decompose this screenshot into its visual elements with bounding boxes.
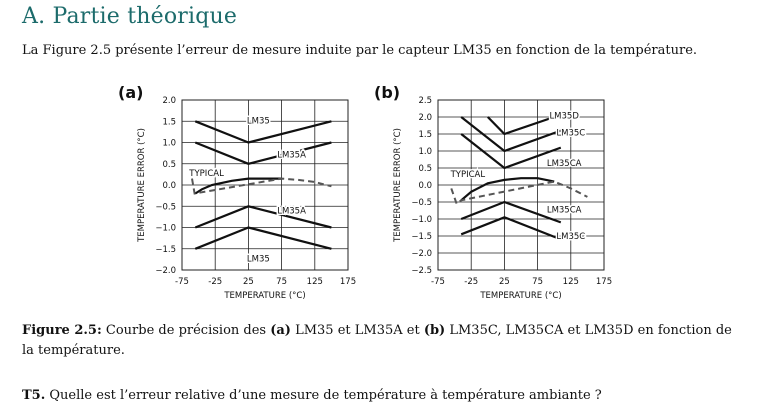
y-tick-label: 2.0 (418, 113, 432, 123)
y-tick-label: 1.0 (418, 147, 432, 157)
x-tick-label: -75 (175, 277, 189, 287)
x-tick-label: 175 (596, 277, 612, 287)
x-tick-label: 175 (340, 277, 356, 287)
series-annotation: LM35C (556, 128, 585, 138)
chart-a: (a) -75 -25 25 75 125 175 −2.0 −1.5 −1.0 −0.5 0.0 0.… (118, 84, 378, 304)
y-tick-label: 1.0 (162, 139, 176, 149)
chart-svg: (a) -75 -25 25 75 125 175 −2.0 −1.5 −1.0 −0.5 0.0 0.… (118, 84, 356, 301)
y-axis-label: TEMPERATURE ERROR (°C) (137, 128, 147, 243)
series-line-lm35a (194, 205, 332, 229)
section-heading: A. Partie théorique (22, 4, 238, 29)
chart-svg: (b) -75 -25 25 75 125 175 −2.5 −2.0 −1.5 −1.0 −0.5 0… (374, 84, 612, 301)
series-annotation: TYPICAL (188, 169, 224, 179)
series-annotation: LM35 (247, 116, 270, 126)
x-tick-label: 75 (532, 277, 543, 287)
series-line-dashed (191, 177, 332, 195)
y-tick-label: 1.5 (418, 130, 432, 140)
x-tick-label: -75 (431, 277, 445, 287)
series-line-lm35 (194, 120, 332, 144)
question-label: T5. (22, 388, 46, 403)
x-tick-label: 75 (276, 277, 287, 287)
series-annotation: LM35D (549, 111, 579, 121)
panel-label: (a) (118, 84, 143, 102)
series-line-typical (194, 177, 282, 195)
series-line-lm35d (487, 115, 555, 136)
intro-paragraph: La Figure 2.5 présente l’erreur de mesur… (22, 43, 698, 58)
x-tick-label: 25 (243, 277, 254, 287)
series-annotation: LM35CA (547, 205, 582, 215)
y-tick-label: 0.0 (162, 181, 176, 191)
series-annotation: LM35CA (547, 159, 582, 169)
y-tick-label: 2.5 (418, 96, 432, 106)
caption-b: (b) (423, 323, 446, 338)
y-tick-label: −1.5 (411, 232, 432, 242)
series-annotation: LM35 (247, 255, 270, 265)
y-tick-label: 1.5 (162, 117, 176, 127)
series-line-dashed (450, 180, 588, 206)
caption-a: (a) (270, 323, 291, 338)
y-tick-label: −0.5 (411, 198, 432, 208)
x-tick-label: -25 (464, 277, 478, 287)
series-line-lm35ca (460, 200, 562, 224)
series-line-lm35c (460, 216, 562, 241)
series-line-lm35ca (460, 133, 562, 170)
y-tick-label: 0.0 (418, 181, 432, 191)
x-axis-label: TEMPERATURE (°C) (479, 291, 561, 301)
y-tick-label: −1.0 (155, 224, 176, 234)
x-tick-label: 125 (563, 277, 579, 287)
y-tick-label: −2.5 (411, 266, 432, 276)
y-tick-label: −1.0 (411, 215, 432, 225)
series-line-typical (460, 177, 555, 202)
series-annotation: LM35A (277, 207, 306, 217)
y-tick-label: −2.0 (155, 266, 176, 276)
chart-b: (b) -75 -25 25 75 125 175 −2.5 −2.0 −1.5 −1.0 −0.5 0… (374, 84, 634, 304)
caption-label: Figure 2.5: (22, 323, 102, 338)
y-tick-label: −1.5 (155, 245, 176, 255)
y-tick-label: 0.5 (418, 164, 432, 174)
series-annotation: TYPICAL (450, 170, 486, 180)
figure-caption: Figure 2.5: Courbe de précision des (a) … (22, 321, 738, 361)
caption-text-3: LM35C, LM35CA et LM35D en fonction de la… (22, 323, 732, 358)
question-text: Quelle est l’erreur relative d’une mesur… (45, 388, 602, 403)
y-tick-label: −2.0 (411, 249, 432, 259)
caption-text-1: Courbe de précision des (101, 323, 271, 338)
y-tick-label: 2.0 (162, 96, 176, 106)
series-line-lm35c (460, 116, 562, 153)
x-tick-label: 125 (307, 277, 323, 287)
series-line-lm35a (194, 141, 332, 165)
x-axis-label: TEMPERATURE (°C) (223, 291, 305, 301)
series-annotation: LM35C (556, 232, 585, 242)
y-tick-label: 0.5 (162, 160, 176, 170)
y-axis-label: TEMPERATURE ERROR (°C) (393, 128, 403, 243)
question-t5: T5. Quelle est l’erreur relative d’une m… (22, 388, 602, 403)
panel-label: (b) (374, 84, 400, 102)
y-tick-label: −0.5 (155, 202, 176, 212)
caption-text-2: LM35 et LM35A et (290, 323, 424, 338)
x-tick-label: 25 (499, 277, 510, 287)
x-tick-label: -25 (208, 277, 222, 287)
series-annotation: LM35A (277, 150, 306, 160)
series-line-lm35 (194, 226, 332, 250)
